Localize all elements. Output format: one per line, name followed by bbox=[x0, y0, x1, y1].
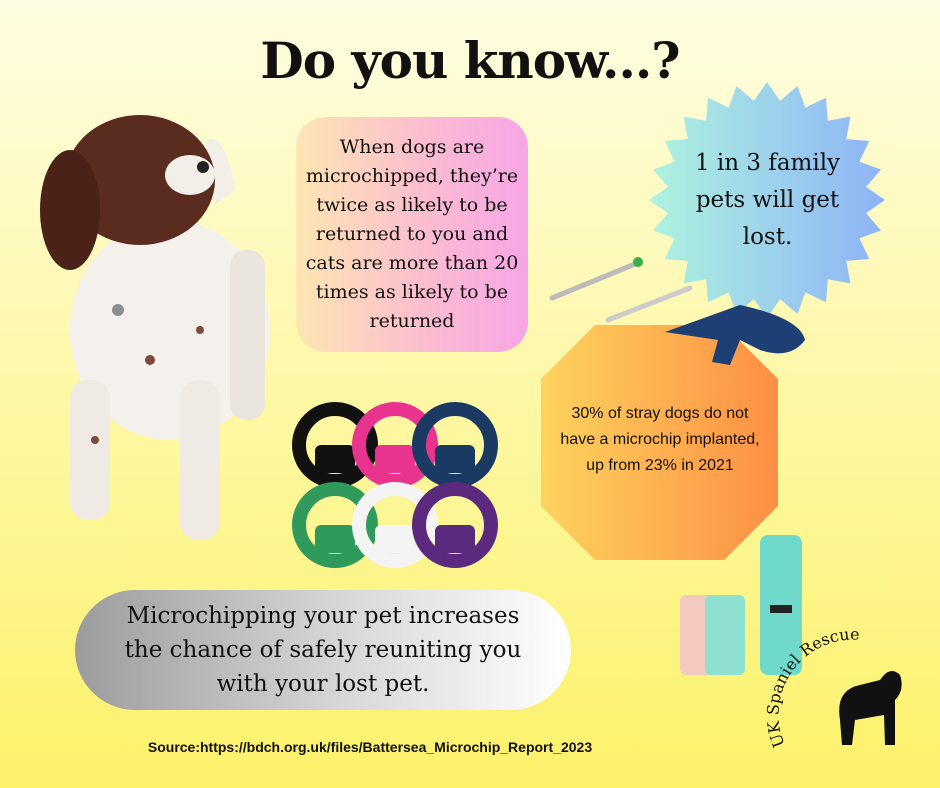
source: Source:https://bdch.org.uk/files/Batters… bbox=[147, 739, 593, 755]
starburst-text: 1 in 3 family pets will get lost. bbox=[694, 149, 841, 250]
title: Do you know...? bbox=[260, 30, 680, 90]
starburst-shape bbox=[649, 82, 885, 318]
dog-photo bbox=[40, 115, 270, 540]
banner: Microchipping your pet increases the cha… bbox=[75, 590, 571, 710]
ring-scanners bbox=[292, 402, 498, 568]
syringes bbox=[549, 257, 693, 323]
fact-box: When dogs are microchipped, they’re twic… bbox=[296, 117, 528, 352]
scanner-gun bbox=[665, 305, 805, 365]
octagon-shape bbox=[541, 325, 778, 560]
octagon-text: 30% of stray dogs do not have a microchi… bbox=[560, 405, 760, 474]
flip-scanners bbox=[680, 535, 802, 675]
